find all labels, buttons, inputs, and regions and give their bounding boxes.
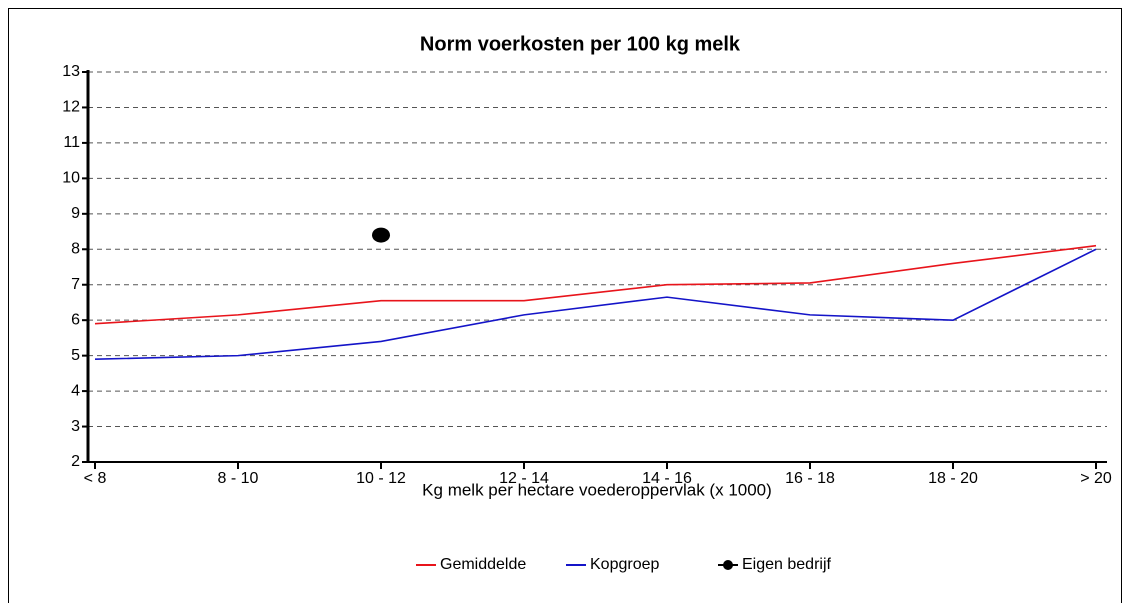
y-tick-label: 4 (71, 382, 80, 399)
y-tick-label: 3 (71, 418, 80, 435)
y-tick-label: 9 (71, 205, 80, 222)
x-tick-label: < 8 (84, 470, 107, 487)
y-tick-label: 12 (62, 99, 80, 116)
x-tick-label: 12 - 14 (499, 470, 549, 487)
x-tick-label: 18 - 20 (928, 470, 978, 487)
legend-label: Gemiddelde (440, 556, 526, 573)
series-line (94, 248, 1097, 360)
x-tick-label: 16 - 18 (785, 470, 835, 487)
frame (8, 8, 1122, 603)
chart-title: Norm voerkosten per 100 kg melk (420, 33, 741, 55)
x-tick-label: 8 - 10 (218, 470, 259, 487)
y-tick-label: 2 (71, 453, 80, 470)
x-tick-label: 10 - 12 (356, 470, 406, 487)
y-tick-label: 10 (62, 170, 80, 187)
y-tick-label: 8 (71, 240, 80, 257)
y-tick-label: 7 (71, 276, 80, 293)
y-tick-label: 11 (63, 134, 80, 151)
x-tick-label: > 20 (1080, 470, 1112, 487)
y-tick-label: 13 (62, 63, 80, 80)
x-axis-label: Kg melk per hectare voederoppervlak (x 1… (422, 480, 772, 499)
y-tick-label: 6 (71, 311, 80, 328)
marker (372, 227, 390, 243)
y-tick-label: 5 (71, 347, 80, 364)
legend-label: Eigen bedrijf (742, 556, 832, 573)
legend-label: Kopgroep (590, 556, 659, 573)
legend-marker (723, 560, 733, 570)
x-tick-label: 14 - 16 (642, 470, 692, 487)
series-line (94, 244, 1097, 325)
